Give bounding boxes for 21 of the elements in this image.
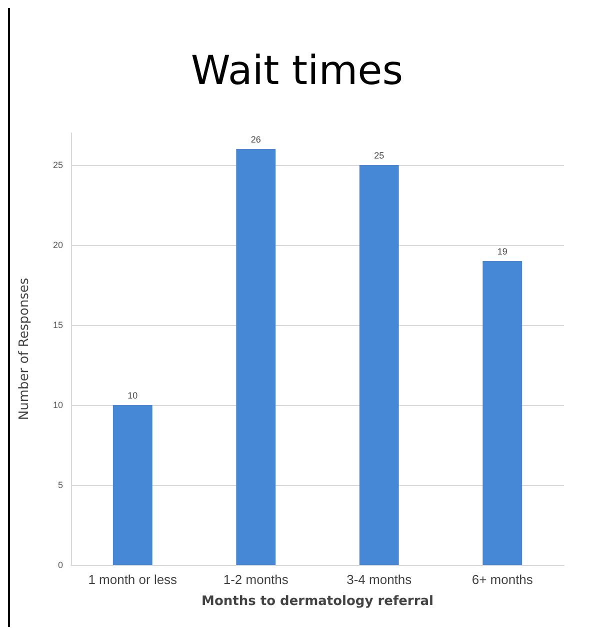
x-axis-title: Months to dermatology referral xyxy=(202,594,434,609)
y-tick-label: 10 xyxy=(52,400,63,410)
data-label: 25 xyxy=(374,150,384,160)
bar xyxy=(236,149,276,565)
y-tick-label: 25 xyxy=(52,160,63,170)
y-tick-label: 0 xyxy=(58,560,63,570)
y-tick-label: 5 xyxy=(58,480,63,490)
y-axis-title: Number of Responses xyxy=(17,278,32,420)
data-label: 10 xyxy=(128,390,138,400)
data-label: 26 xyxy=(250,134,261,144)
bar xyxy=(112,405,152,565)
chart-title: Wait times xyxy=(190,48,404,94)
y-tick-label: 15 xyxy=(52,320,63,330)
x-tick-label: 1 month or less xyxy=(88,572,178,587)
y-tick-label: 20 xyxy=(52,240,63,250)
x-tick-label: 1-2 months xyxy=(223,572,289,587)
x-tick-label: 6+ months xyxy=(472,572,534,587)
bar xyxy=(482,261,522,565)
bar xyxy=(359,165,399,565)
x-tick-label: 3-4 months xyxy=(346,572,412,587)
data-label: 19 xyxy=(497,246,508,256)
